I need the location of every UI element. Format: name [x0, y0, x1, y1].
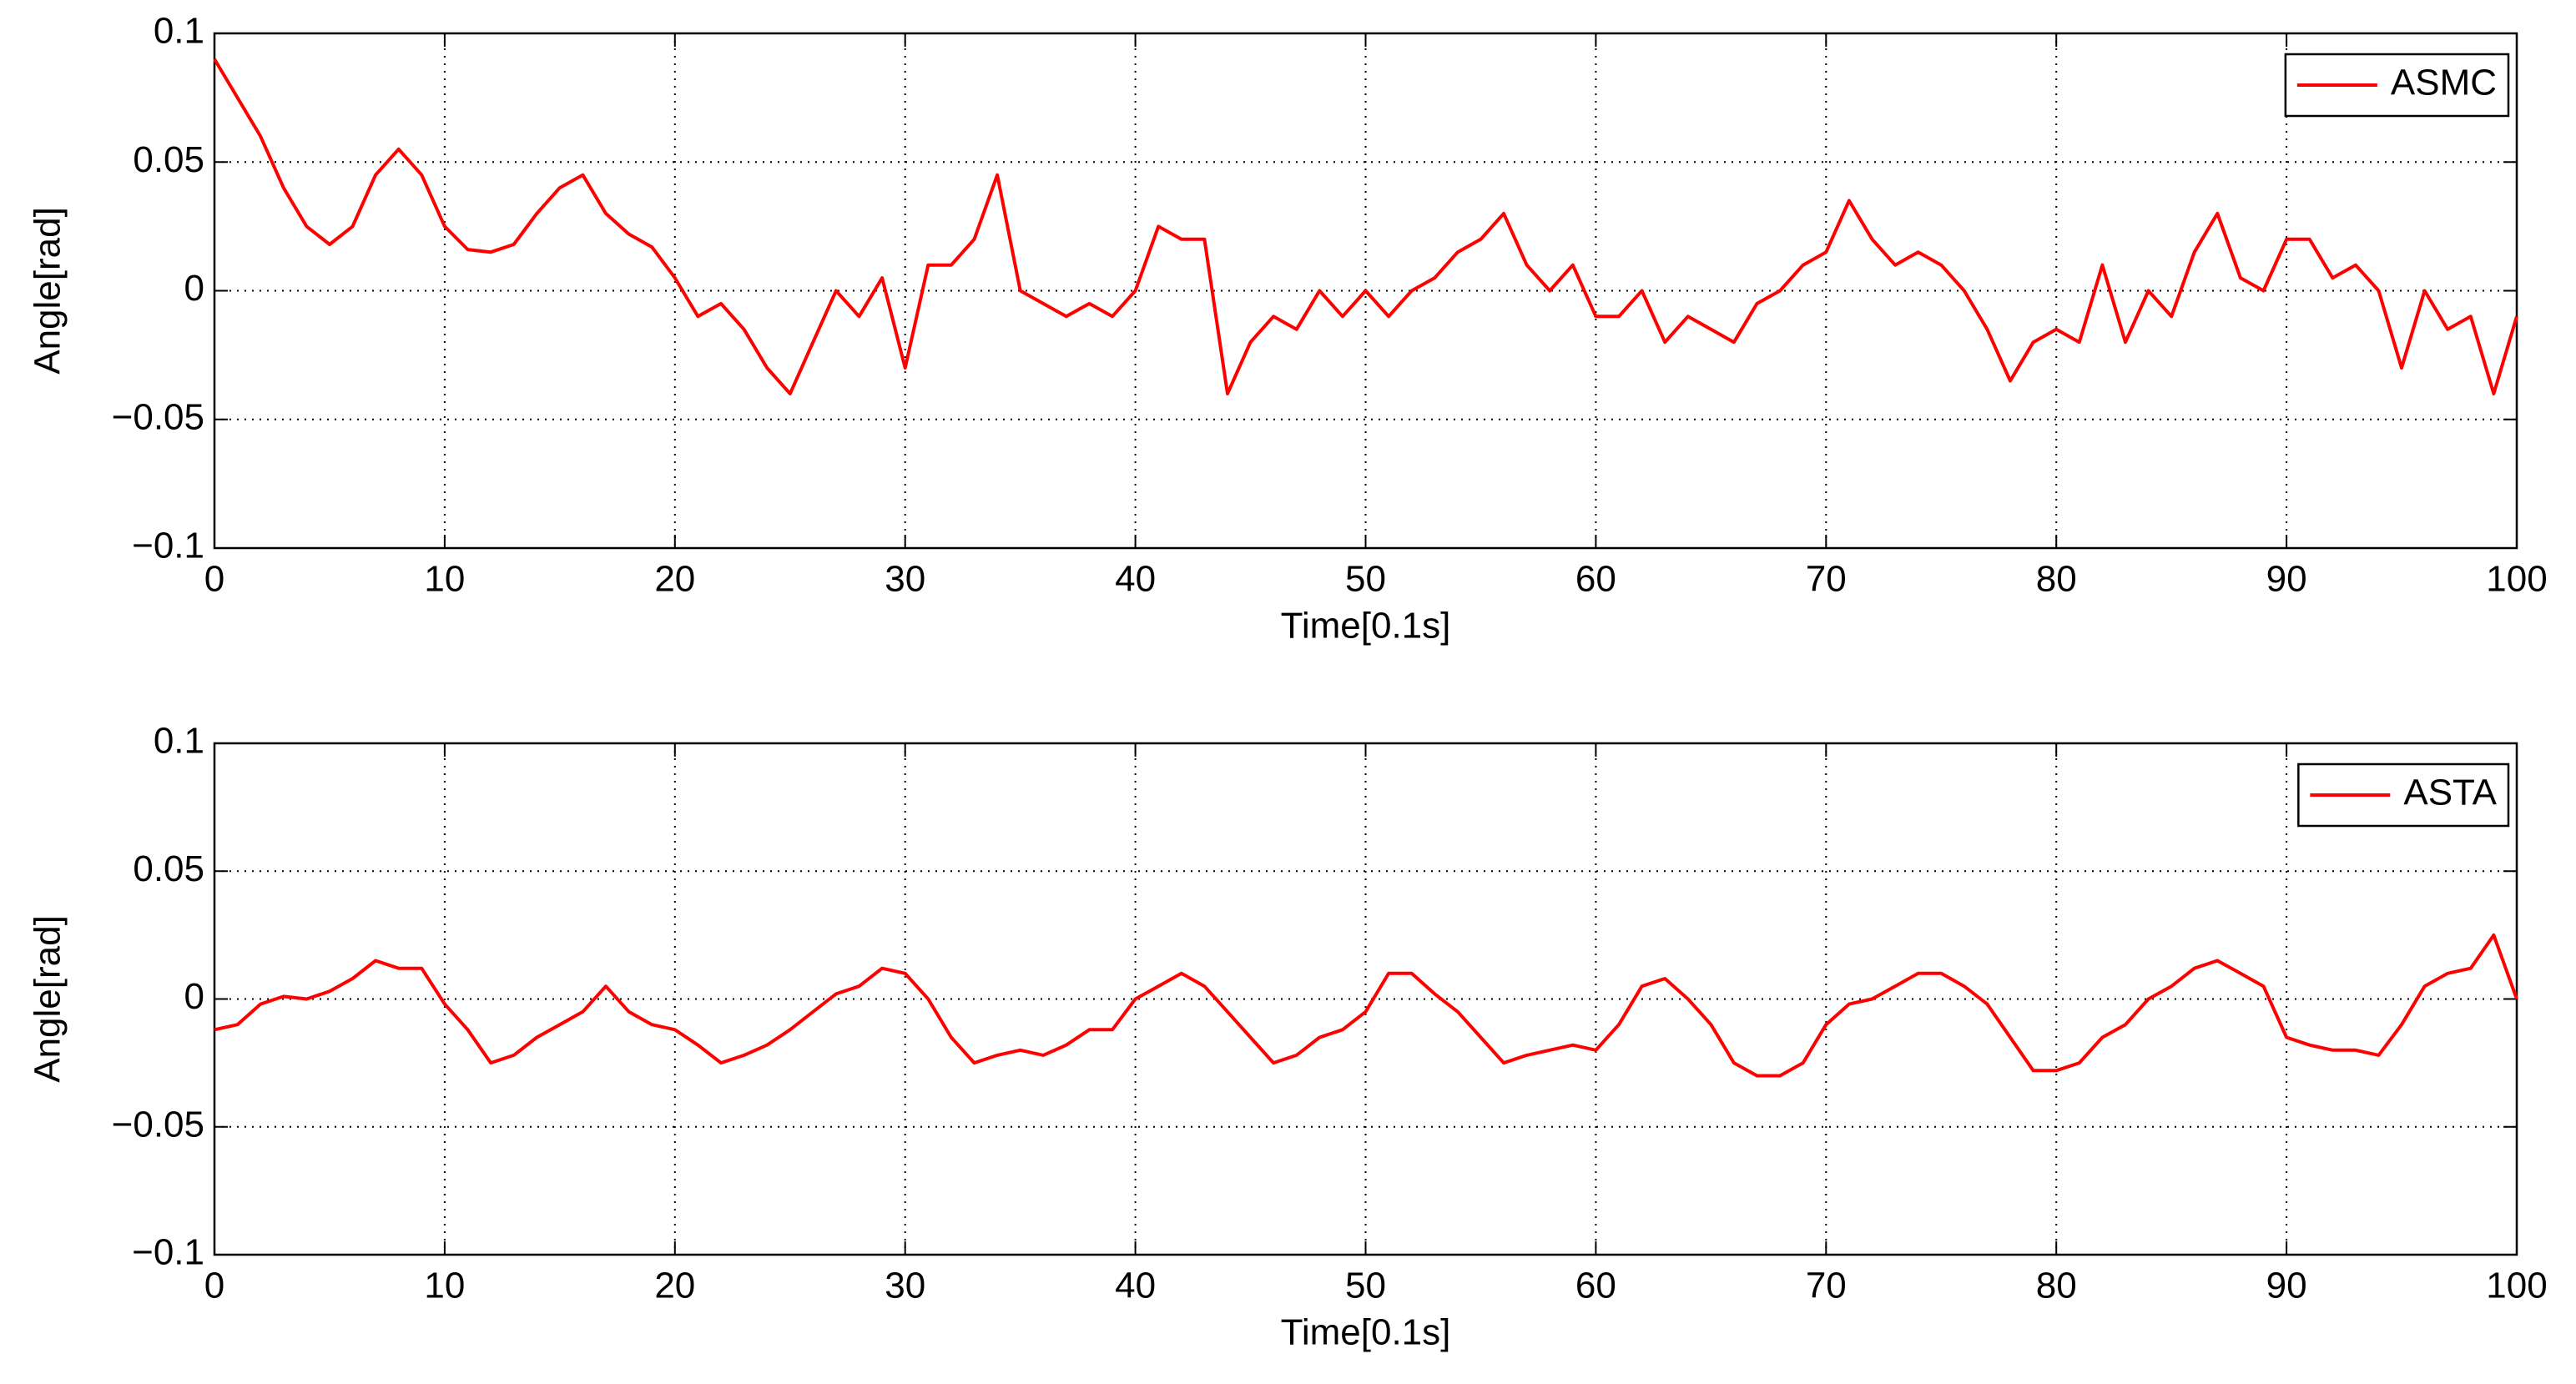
x-tick-label: 90 [2266, 559, 2307, 600]
y-axis-label: Angle[rad] [28, 915, 68, 1083]
x-tick-label: 40 [1115, 1266, 1156, 1306]
legend-label: ASMC [2391, 63, 2497, 103]
x-tick-label: 100 [2486, 559, 2547, 600]
y-axis-label: Angle[rad] [28, 207, 68, 375]
x-tick-label: 40 [1115, 559, 1156, 600]
y-tick-label: −0.05 [112, 396, 204, 437]
x-tick-label: 0 [204, 1266, 224, 1306]
y-tick-label: −0.1 [132, 1232, 204, 1273]
x-tick-label: 50 [1345, 1266, 1386, 1306]
data-line [213, 58, 2518, 395]
y-tick-label: −0.05 [112, 1104, 204, 1145]
x-tick-label: 20 [654, 559, 695, 600]
y-tick-label: −0.1 [132, 526, 204, 566]
y-tick-label: 0.05 [133, 139, 204, 180]
x-tick-label: 30 [885, 559, 925, 600]
y-tick-label: 0 [184, 976, 204, 1017]
x-tick-label: 30 [885, 1266, 925, 1306]
x-tick-label: 10 [424, 1266, 465, 1306]
x-tick-label: 100 [2486, 1266, 2547, 1306]
x-tick-label: 80 [2036, 1266, 2077, 1306]
x-tick-label: 70 [1806, 559, 1847, 600]
x-tick-label: 70 [1806, 1266, 1847, 1306]
x-tick-label: 10 [424, 559, 465, 600]
x-tick-label: 50 [1345, 559, 1386, 600]
legend-label: ASTA [2403, 773, 2497, 813]
x-tick-label: 20 [654, 1266, 695, 1306]
x-tick-label: 0 [204, 559, 224, 600]
y-tick-label: 0.05 [133, 848, 204, 889]
y-tick-label: 0.1 [154, 11, 204, 52]
y-tick-label: 0 [184, 268, 204, 309]
x-axis-label: Time[0.1s] [1281, 1312, 1451, 1353]
data-line [214, 933, 2518, 1078]
x-tick-label: 90 [2266, 1266, 2307, 1306]
y-tick-label: 0.1 [154, 721, 204, 762]
x-axis-label: Time[0.1s] [1281, 606, 1451, 647]
x-tick-label: 80 [2036, 559, 2077, 600]
axes-box [213, 32, 2518, 550]
x-tick-label: 60 [1575, 559, 1616, 600]
x-tick-label: 60 [1575, 1266, 1616, 1306]
